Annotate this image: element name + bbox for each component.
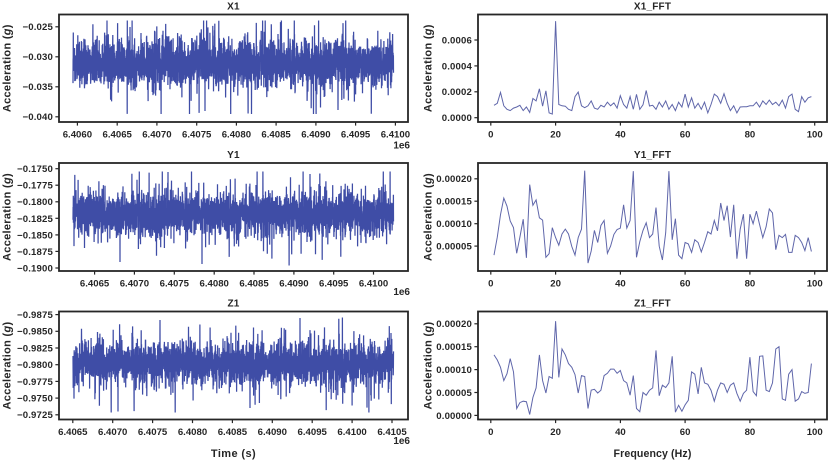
svg-text:6.4085: 6.4085 <box>218 427 248 438</box>
svg-text:−0.9775: −0.9775 <box>17 377 54 388</box>
svg-text:Acceleration (g): Acceleration (g) <box>423 173 435 261</box>
svg-text:Acceleration (g): Acceleration (g) <box>2 173 14 261</box>
svg-text:6.4090: 6.4090 <box>301 130 330 141</box>
svg-text:Frequency (Hz): Frequency (Hz) <box>614 448 692 460</box>
svg-text:−0.030: −0.030 <box>22 52 53 63</box>
svg-text:0: 0 <box>488 427 493 438</box>
svg-text:Time (s): Time (s) <box>211 448 256 460</box>
svg-text:6.4085: 6.4085 <box>261 130 291 141</box>
svg-text:6.4085: 6.4085 <box>239 279 269 290</box>
svg-text:0.00000: 0.00000 <box>436 411 472 422</box>
svg-text:0.0002: 0.0002 <box>442 87 472 98</box>
svg-text:−0.040: −0.040 <box>22 112 53 123</box>
svg-text:40: 40 <box>615 130 626 141</box>
svg-text:6.4100: 6.4100 <box>359 279 388 290</box>
svg-text:1e6: 1e6 <box>393 287 410 298</box>
svg-text:0.00020: 0.00020 <box>436 319 472 330</box>
svg-text:X1: X1 <box>227 2 240 13</box>
svg-text:6.4080: 6.4080 <box>200 279 229 290</box>
svg-text:40: 40 <box>615 427 626 438</box>
svg-text:20: 20 <box>550 279 561 290</box>
svg-text:−0.9825: −0.9825 <box>17 343 54 354</box>
svg-text:−0.9800: −0.9800 <box>17 360 53 371</box>
svg-text:−0.9875: −0.9875 <box>17 310 54 321</box>
svg-text:X1_FFT: X1_FFT <box>634 2 671 13</box>
svg-text:0.00020: 0.00020 <box>436 174 472 185</box>
svg-text:−0.1750: −0.1750 <box>17 164 53 175</box>
svg-text:6.4090: 6.4090 <box>258 427 287 438</box>
svg-text:6.4070: 6.4070 <box>98 427 127 438</box>
svg-text:0.0000: 0.0000 <box>442 113 472 124</box>
svg-text:−0.9850: −0.9850 <box>17 327 53 338</box>
svg-text:0.00010: 0.00010 <box>436 219 472 230</box>
svg-text:20: 20 <box>550 427 561 438</box>
svg-text:−0.9725: −0.9725 <box>17 410 54 421</box>
svg-text:60: 60 <box>680 130 691 141</box>
svg-text:−0.1825: −0.1825 <box>17 214 54 225</box>
svg-text:0.0006: 0.0006 <box>442 35 472 46</box>
svg-text:6.4065: 6.4065 <box>80 279 110 290</box>
svg-text:Y1_FFT: Y1_FFT <box>634 150 671 161</box>
svg-text:Acceleration (g): Acceleration (g) <box>423 24 435 112</box>
svg-text:6.4075: 6.4075 <box>182 130 212 141</box>
svg-text:−0.1800: −0.1800 <box>17 197 53 208</box>
svg-text:6.4060: 6.4060 <box>63 130 92 141</box>
svg-text:100: 100 <box>807 130 823 141</box>
svg-text:6.4100: 6.4100 <box>337 427 366 438</box>
svg-text:0.00005: 0.00005 <box>436 242 472 253</box>
svg-text:40: 40 <box>615 279 626 290</box>
svg-text:−0.035: −0.035 <box>22 82 53 93</box>
svg-text:100: 100 <box>807 427 823 438</box>
svg-text:6.4065: 6.4065 <box>103 130 133 141</box>
svg-text:1e6: 1e6 <box>393 141 410 152</box>
svg-text:0: 0 <box>488 279 493 290</box>
svg-text:6.4090: 6.4090 <box>279 279 308 290</box>
svg-text:Acceleration (g): Acceleration (g) <box>2 321 14 409</box>
svg-text:0.00010: 0.00010 <box>436 365 472 376</box>
svg-text:6.4075: 6.4075 <box>138 427 168 438</box>
svg-text:−0.1900: −0.1900 <box>17 263 53 274</box>
svg-text:6.4070: 6.4070 <box>142 130 171 141</box>
svg-text:6.4100: 6.4100 <box>381 130 410 141</box>
svg-text:6.4065: 6.4065 <box>58 427 88 438</box>
svg-text:−0.1875: −0.1875 <box>17 247 54 258</box>
svg-text:60: 60 <box>680 279 691 290</box>
svg-text:0: 0 <box>488 130 493 141</box>
svg-text:Y1: Y1 <box>227 150 240 161</box>
svg-text:6.4080: 6.4080 <box>178 427 207 438</box>
svg-text:6.4075: 6.4075 <box>160 279 190 290</box>
svg-text:0.00005: 0.00005 <box>436 388 472 399</box>
svg-text:Z1: Z1 <box>227 299 239 310</box>
svg-text:−0.1775: −0.1775 <box>17 181 54 192</box>
svg-text:100: 100 <box>807 279 823 290</box>
svg-text:Z1_FFT: Z1_FFT <box>634 299 671 310</box>
svg-text:−0.1850: −0.1850 <box>17 230 53 241</box>
svg-text:80: 80 <box>745 279 756 290</box>
svg-text:Acceleration (g): Acceleration (g) <box>2 24 14 112</box>
svg-text:6.4070: 6.4070 <box>120 279 149 290</box>
svg-text:6.4095: 6.4095 <box>319 279 349 290</box>
svg-text:20: 20 <box>550 130 561 141</box>
svg-text:80: 80 <box>745 130 756 141</box>
svg-text:6.4095: 6.4095 <box>341 130 371 141</box>
svg-text:6.4095: 6.4095 <box>298 427 328 438</box>
svg-text:0.00015: 0.00015 <box>436 342 472 353</box>
svg-text:6.4105: 6.4105 <box>377 427 407 438</box>
svg-text:80: 80 <box>745 427 756 438</box>
svg-text:−0.025: −0.025 <box>22 22 53 33</box>
svg-text:0.00015: 0.00015 <box>436 197 472 208</box>
svg-text:6.4080: 6.4080 <box>222 130 251 141</box>
svg-text:1e6: 1e6 <box>393 436 410 447</box>
svg-text:0.0004: 0.0004 <box>442 61 473 72</box>
svg-text:−0.9750: −0.9750 <box>17 394 53 405</box>
svg-text:60: 60 <box>680 427 691 438</box>
svg-text:Acceleration (g): Acceleration (g) <box>423 321 435 409</box>
